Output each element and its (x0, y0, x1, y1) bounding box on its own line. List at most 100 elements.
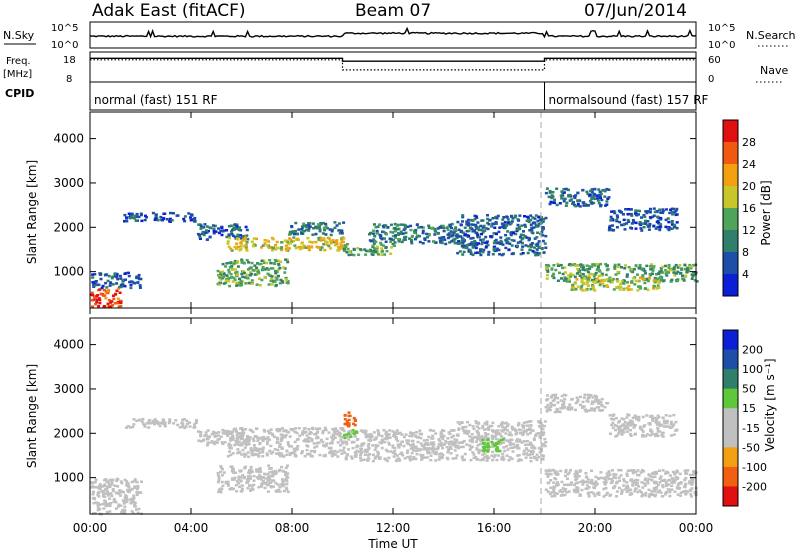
heatmap-cell (269, 475, 273, 478)
heatmap-cell (301, 433, 305, 436)
heatmap-cell (274, 243, 277, 247)
heatmap-cell (118, 285, 122, 289)
heatmap-cell (559, 263, 563, 267)
heatmap-cell (561, 487, 565, 490)
heatmap-cell (574, 469, 578, 473)
heatmap-cell (119, 277, 123, 280)
heatmap-cell (672, 271, 676, 274)
heatmap-cell (389, 223, 393, 227)
heatmap-cell (621, 429, 625, 432)
heatmap-cell (656, 272, 660, 275)
heatmap-cell (516, 454, 520, 457)
heatmap-cell (233, 259, 237, 263)
heatmap-cell (228, 276, 232, 280)
heatmap-cell (564, 474, 567, 478)
heatmap-cell (221, 484, 225, 488)
heatmap-cell (606, 285, 610, 288)
heatmap-cell (500, 441, 503, 445)
heatmap-cell (246, 479, 250, 483)
heatmap-cell (233, 223, 237, 226)
heatmap-cell (110, 300, 114, 303)
heatmap-cell (433, 227, 437, 231)
heatmap-cell (403, 224, 407, 227)
heatmap-cell (111, 294, 115, 297)
heatmap-cell (664, 264, 667, 268)
heatmap-cell (593, 494, 597, 498)
heatmap-cell (682, 279, 686, 282)
heatmap-cell (472, 223, 476, 226)
heatmap-cell (101, 284, 105, 288)
heatmap-cell (276, 438, 279, 441)
heatmap-cell (467, 223, 471, 226)
heatmap-cell (473, 241, 477, 245)
heatmap-cell (481, 250, 485, 254)
heatmap-cell (622, 431, 626, 434)
heatmap-cell (261, 480, 265, 483)
heatmap-cell (127, 212, 131, 215)
heatmap-cell (667, 220, 671, 224)
heatmap-cell (496, 442, 500, 445)
heatmap-cell (377, 433, 380, 436)
heatmap-cell (255, 266, 259, 270)
heatmap-cell (480, 242, 484, 246)
velocity-ylabel: Slant Range [km] (25, 364, 39, 468)
heatmap-cell (111, 304, 114, 307)
heatmap-cell (462, 238, 465, 241)
heatmap-cell (107, 492, 111, 495)
heatmap-cell (565, 491, 569, 494)
heatmap-cell (279, 439, 283, 443)
heatmap-cell (229, 224, 233, 227)
heatmap-cell (304, 430, 308, 434)
heatmap-cell (257, 271, 261, 275)
heatmap-cell (627, 284, 631, 288)
heatmap-cell (384, 448, 388, 452)
heatmap-cell (292, 236, 296, 239)
heatmap-cell (531, 450, 535, 453)
heatmap-cell (288, 237, 292, 240)
heatmap-cell (269, 481, 273, 484)
heatmap-cell (239, 247, 243, 251)
heatmap-cell (220, 441, 224, 444)
heatmap-cell (93, 512, 97, 515)
heatmap-cell (399, 452, 403, 456)
heatmap-cell (442, 236, 446, 239)
heatmap-cell (226, 277, 230, 280)
heatmap-cell (643, 269, 647, 273)
heatmap-cell (229, 261, 233, 264)
heatmap-cell (446, 228, 450, 232)
heatmap-cell (634, 209, 638, 212)
heatmap-cell (570, 481, 573, 484)
heatmap-cell (463, 431, 467, 435)
colorbar-swatch (723, 486, 738, 507)
heatmap-cell (527, 219, 531, 223)
heatmap-cell (113, 484, 117, 487)
heatmap-cell (504, 426, 508, 429)
heatmap-cell (582, 405, 586, 408)
heatmap-cell (401, 454, 405, 457)
heatmap-cell (523, 443, 527, 447)
heatmap-cell (442, 429, 446, 433)
heatmap-cell (542, 431, 545, 434)
heatmap-cell (552, 272, 556, 276)
heatmap-cell (271, 280, 275, 283)
heatmap-cell (648, 493, 652, 496)
heatmap-cell (594, 480, 598, 483)
heatmap-cell (529, 214, 533, 217)
heatmap-cell (223, 441, 227, 444)
heatmap-cell (107, 274, 111, 278)
heatmap-cell (648, 422, 652, 425)
heatmap-cell (98, 288, 102, 291)
heatmap-cell (284, 470, 288, 474)
heatmap-cell (280, 478, 284, 481)
heatmap-cell (640, 481, 644, 484)
heatmap-cell (235, 242, 239, 245)
heatmap-cell (256, 436, 260, 440)
heatmap-cell (135, 212, 139, 216)
heatmap-cell (124, 497, 128, 501)
heatmap-cell (272, 485, 275, 488)
heatmap-cell (544, 405, 548, 409)
heatmap-cell (516, 223, 520, 227)
heatmap-cell (287, 247, 291, 250)
heatmap-cell (280, 241, 284, 244)
heatmap-cell (212, 431, 216, 435)
